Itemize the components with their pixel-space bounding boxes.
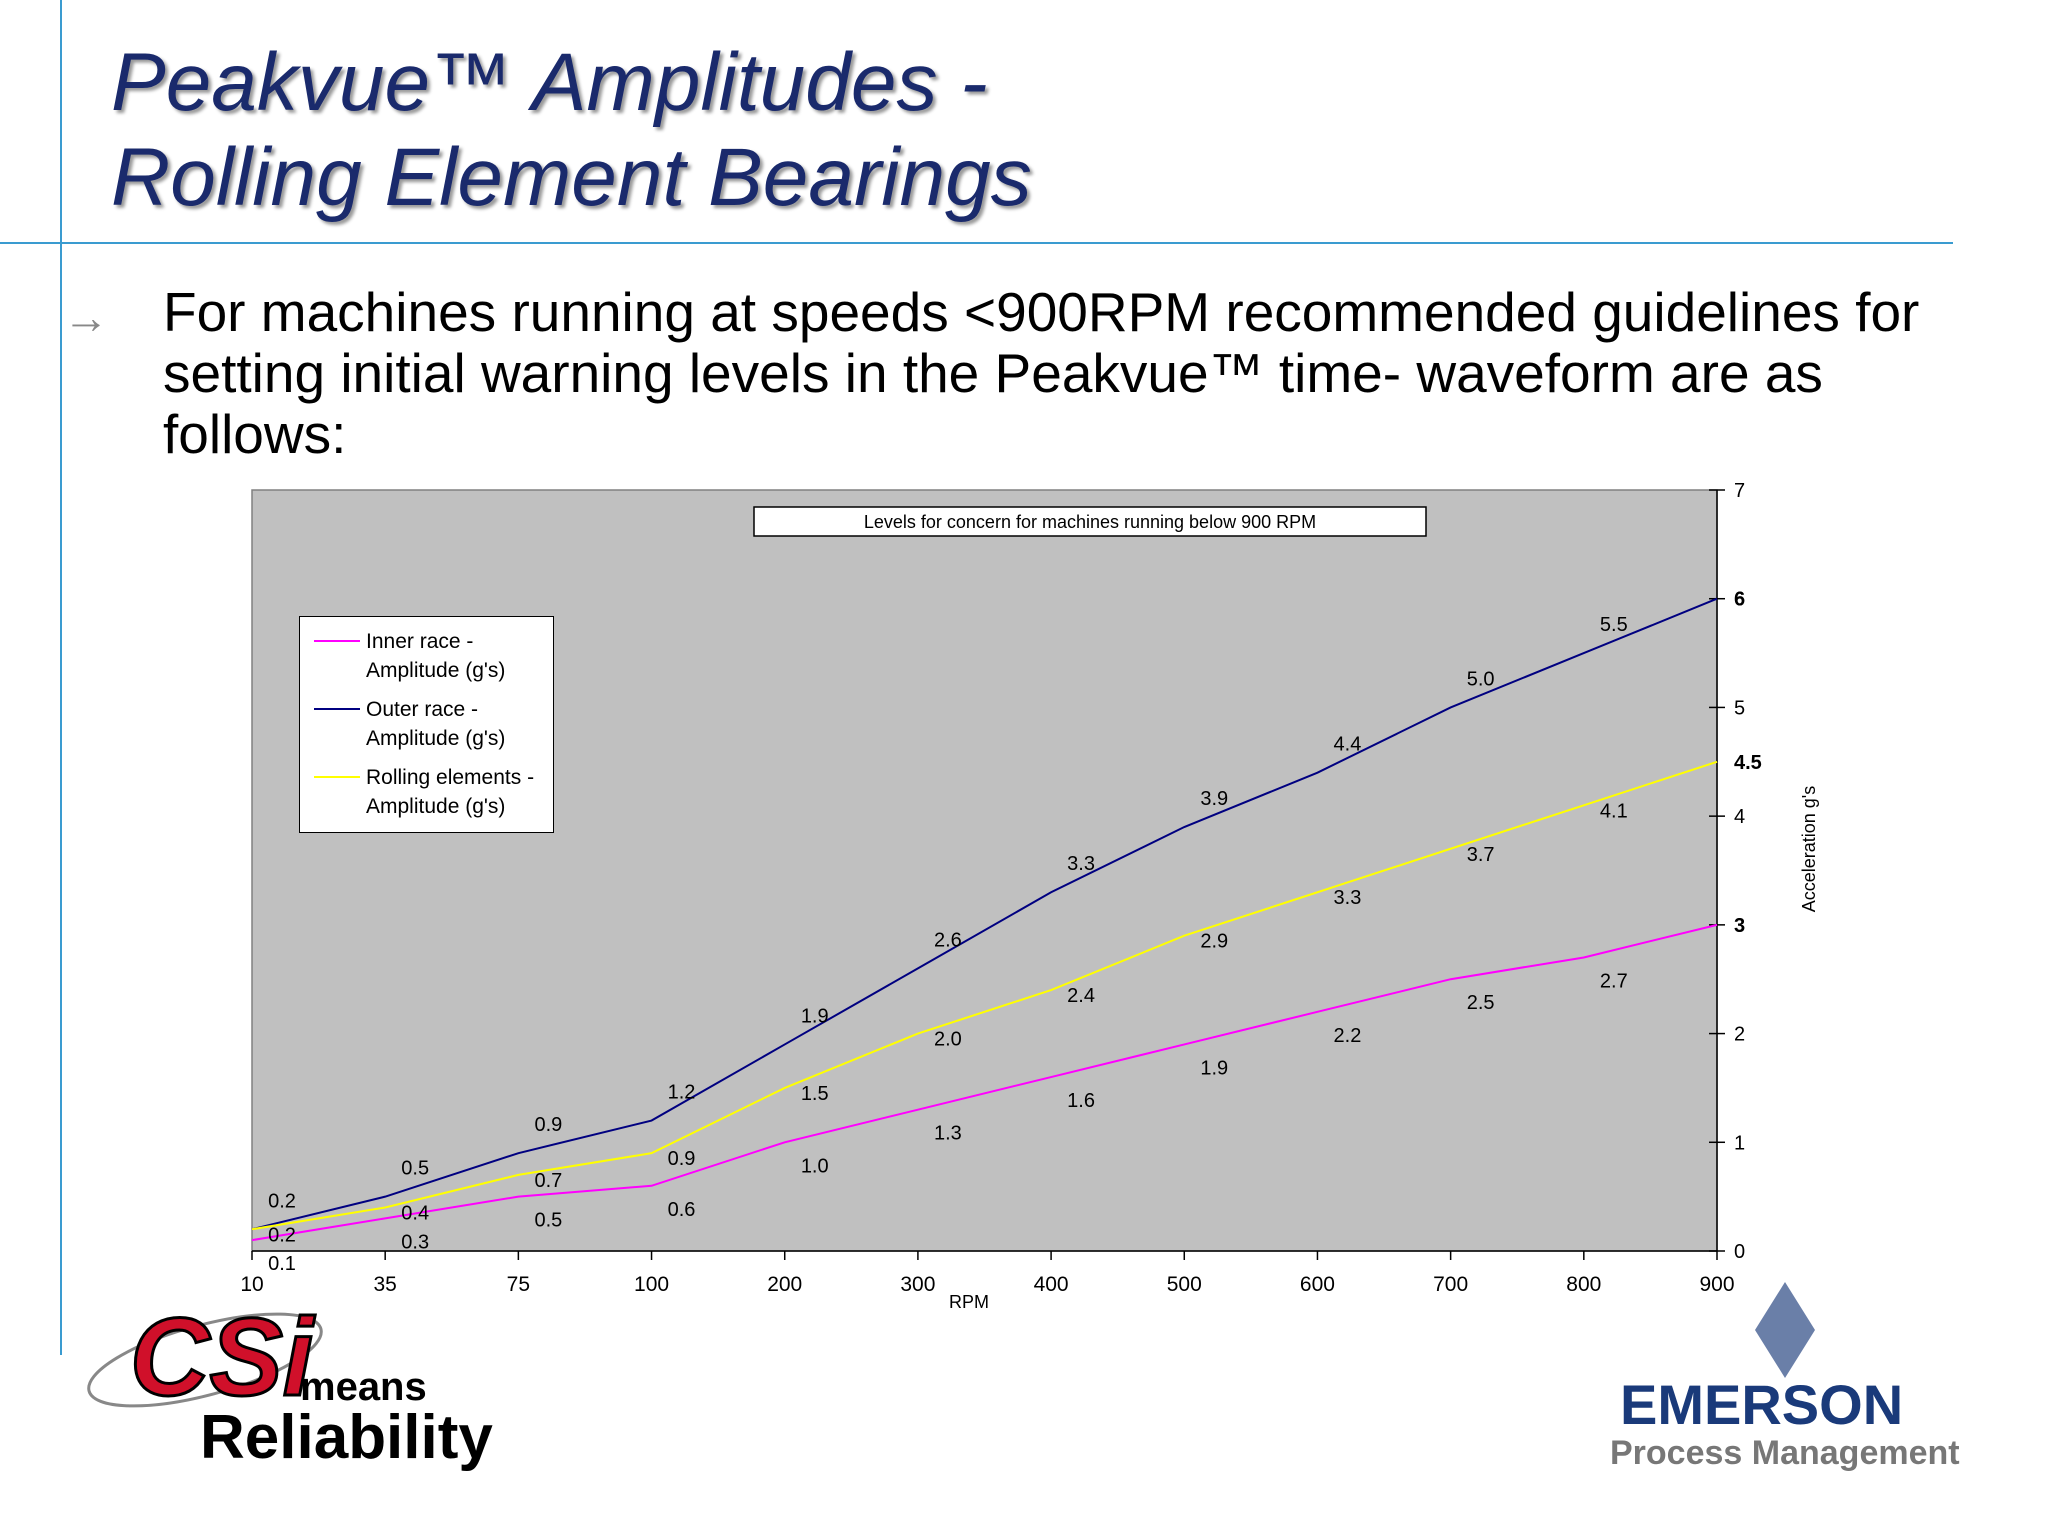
x-tick-label: 700 [1433, 1273, 1468, 1296]
data-label: 1.0 [801, 1155, 829, 1177]
x-axis-label: RPM [949, 1292, 989, 1312]
data-label: 0.4 [401, 1203, 429, 1225]
data-label: 3.3 [1067, 853, 1095, 875]
legend-item: Inner race - Amplitude (g's) [300, 627, 553, 685]
logo-diamond [1755, 1282, 1815, 1378]
x-tick-label: 400 [1034, 1273, 1069, 1296]
data-label: 3.3 [1334, 887, 1362, 909]
bullet-box: For machines running at speeds <900RPM r… [163, 282, 1920, 465]
logo-mark: CSi [130, 1296, 316, 1419]
data-label: 0.2 [268, 1224, 296, 1246]
data-label: 0.6 [668, 1199, 696, 1221]
x-tick-label: 200 [767, 1273, 802, 1296]
logo-emerson: EMERSON Process Management [1610, 1282, 1960, 1472]
data-label: 2.7 [1600, 970, 1628, 992]
data-label: 3 [1734, 915, 1745, 937]
y-tick-label: 5 [1734, 697, 1745, 719]
x-tick-label: 600 [1300, 1273, 1335, 1296]
chart-title-box [753, 506, 1427, 537]
logo-csi: CSi means Reliability [87, 1295, 493, 1472]
data-label: 0.9 [668, 1148, 696, 1170]
bullet-text: For machines running at speeds <900RPM r… [163, 282, 1920, 465]
data-label: 1.5 [801, 1083, 829, 1105]
data-label: 0.5 [401, 1158, 429, 1180]
logo-means: means [300, 1365, 427, 1409]
legend-label: Rolling elements - Amplitude (g's) [366, 766, 535, 818]
data-label: 5.5 [1600, 614, 1628, 636]
data-label: 5.0 [1467, 668, 1495, 690]
data-label: 1.2 [668, 1082, 696, 1104]
title-line: Rolling Element Bearings [111, 132, 1032, 223]
y-tick-label: 2 [1734, 1024, 1745, 1046]
y-axis-label: Acceleration g's [1799, 786, 1819, 913]
data-label: 0.2 [268, 1190, 296, 1212]
data-label: 2.0 [934, 1029, 962, 1051]
x-tick-label: 35 [374, 1273, 397, 1296]
y-tick-label: 1 [1734, 1132, 1745, 1154]
data-label: 4.1 [1600, 800, 1628, 822]
x-tick-label: 300 [900, 1273, 935, 1296]
y-tick-label: 7 [1734, 480, 1745, 502]
x-tick-label: 10 [240, 1273, 263, 1296]
data-label: 1.6 [1067, 1090, 1095, 1112]
data-label: 0.9 [534, 1114, 562, 1136]
x-tick-label: 900 [1699, 1273, 1734, 1296]
data-label: 0.7 [534, 1170, 562, 1192]
data-label: 4.4 [1334, 734, 1362, 756]
chart-title: Levels for concern for machines running … [864, 512, 1316, 532]
data-label: 1.9 [801, 1005, 829, 1027]
data-label: 1.3 [934, 1123, 962, 1145]
data-label: 4.5 [1734, 752, 1762, 774]
x-tick-label: 800 [1566, 1273, 1601, 1296]
logo-swoosh [87, 1312, 323, 1408]
data-label: 2.2 [1334, 1025, 1362, 1047]
legend-label: Outer race - Amplitude (g's) [366, 698, 506, 750]
data-label: 0.3 [401, 1231, 429, 1253]
y-tick-label: 6 [1734, 589, 1745, 611]
data-label: 6 [1734, 589, 1745, 611]
logo-word: Reliability [200, 1403, 493, 1472]
data-label: 0.5 [534, 1210, 562, 1232]
title-line: Peakvue™ Amplitudes - [111, 37, 988, 128]
logo-sub: Process Management [1610, 1434, 1960, 1472]
series-line [251, 923, 1718, 1242]
data-label: 1.9 [1200, 1057, 1228, 1079]
data-label: 2.6 [934, 929, 962, 951]
data-label: 0.1 [268, 1253, 296, 1275]
x-tick-label: 500 [1167, 1273, 1202, 1296]
data-label: 3.7 [1467, 844, 1495, 866]
bullet-arrow: → [63, 291, 109, 343]
plot-area [251, 489, 1718, 1252]
legend-swatch [314, 776, 360, 778]
legend-item: Rolling elements - Amplitude (g's) [300, 763, 553, 821]
legend-swatch [314, 640, 360, 642]
y-tick-label: 4 [1734, 806, 1745, 828]
title: Peakvue™ Amplitudes - Rolling Element Be… [111, 37, 1032, 223]
x-tick-label: 100 [634, 1273, 669, 1296]
x-tick-label: 75 [507, 1273, 530, 1296]
legend-swatch [314, 708, 360, 710]
data-label: 2.5 [1467, 992, 1495, 1014]
data-label: 2.9 [1200, 931, 1228, 953]
series-line [251, 597, 1718, 1231]
series-line [251, 760, 1718, 1231]
y-tick-label: 0 [1734, 1241, 1745, 1263]
y-tick-label: 3 [1734, 915, 1745, 937]
logo-name: EMERSON [1620, 1373, 1903, 1436]
data-label: 3.9 [1200, 788, 1228, 810]
legend: Inner race - Amplitude (g's) Outer race -… [299, 616, 554, 833]
legend-item: Outer race - Amplitude (g's) [300, 695, 553, 753]
legend-label: Inner race - Amplitude (g's) [366, 630, 506, 682]
data-label: 2.4 [1067, 985, 1095, 1007]
